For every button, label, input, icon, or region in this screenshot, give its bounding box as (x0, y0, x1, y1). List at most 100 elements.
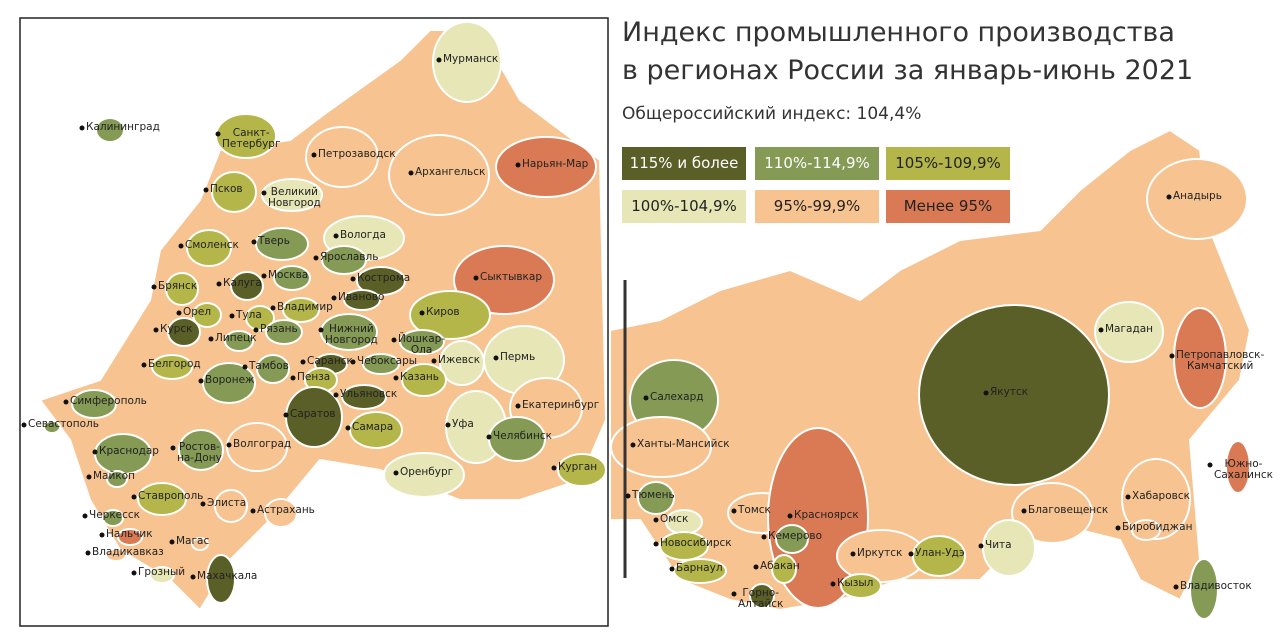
region (167, 317, 201, 347)
city-label: Казань (400, 371, 439, 383)
city-label: Великий Новгород (268, 186, 321, 209)
region (186, 229, 232, 267)
city-dot (643, 395, 649, 401)
city-label: Анадырь (1173, 190, 1222, 202)
region (261, 178, 323, 212)
city-dot (393, 375, 399, 381)
city-label: Архангельск (415, 166, 486, 178)
city-label: Тула (236, 309, 262, 321)
region (1225, 440, 1251, 494)
region (453, 245, 555, 315)
city-dot (350, 359, 356, 365)
region (102, 509, 124, 527)
inset-frame (19, 17, 609, 627)
region (265, 319, 303, 345)
region (409, 290, 491, 340)
legend-item: 110%-114,9% (755, 147, 879, 180)
city-label: Грозный (138, 566, 186, 578)
city-dot (761, 534, 767, 540)
city-label: Тюмень (632, 489, 675, 501)
city-dot (850, 551, 856, 557)
city-dot (515, 162, 521, 168)
city-dot (250, 508, 256, 514)
city-label: Краснодар (99, 445, 159, 457)
region (1189, 558, 1219, 620)
subtitle: Общероссийский индекс: 104,4% (622, 104, 922, 124)
region (1094, 301, 1164, 363)
region (282, 297, 320, 323)
city-label: Тамбов (249, 360, 289, 372)
city-label: Рязань (260, 323, 298, 335)
city-dot (630, 442, 636, 448)
city-dot (391, 337, 397, 343)
city-dot (419, 310, 425, 316)
region (105, 548, 127, 562)
city-label: Калининград (86, 121, 160, 133)
city-label: Астрахань (257, 504, 315, 516)
city-label: Махачкала (197, 570, 258, 582)
region (749, 583, 775, 609)
region (43, 420, 61, 434)
city-label: Черкесск (89, 509, 141, 521)
city-label: Барнаул (676, 562, 723, 574)
city-label: Хабаровск (1132, 490, 1190, 502)
region (775, 524, 809, 554)
city-dot (203, 187, 209, 193)
city-dot (1115, 525, 1121, 531)
city-dot (85, 550, 91, 556)
region (1011, 482, 1093, 544)
city-dot (333, 233, 339, 239)
legend-item: Менее 95% (886, 190, 1010, 223)
city-label: Ростов- на-Дону (177, 441, 222, 464)
city-dot (261, 190, 267, 196)
city-dot (908, 551, 914, 557)
region (255, 227, 309, 261)
city-dot (1207, 462, 1213, 468)
city-dot (486, 434, 492, 440)
city-label: Мурманск (443, 53, 499, 65)
region (343, 289, 381, 311)
city-label: Белгород (148, 358, 201, 370)
city-label: Салехард (650, 391, 704, 403)
region (557, 453, 607, 487)
region (432, 21, 502, 103)
legend-item: 95%-99,9% (755, 190, 879, 223)
city-dot (270, 305, 276, 311)
city-label: Майкоп (93, 470, 135, 482)
city-dot (176, 310, 182, 316)
city-dot (983, 390, 989, 396)
city-label: Петропавловск- Камчатский (1176, 349, 1265, 372)
region (771, 554, 797, 584)
region (264, 498, 298, 528)
city-dot (290, 375, 296, 381)
city-dot (99, 532, 105, 538)
legend-item: 115% и более (622, 147, 746, 180)
city-label: Ижевск (438, 354, 481, 366)
city-dot (131, 570, 137, 576)
city-label: Пермь (500, 351, 536, 363)
region (226, 422, 288, 472)
city-label: Севастополь (28, 418, 99, 430)
region (206, 554, 236, 604)
city-label: Ханты-Мансийск (637, 438, 730, 450)
city-label: Вологда (340, 229, 386, 241)
city-dot (131, 494, 137, 500)
city-dot (625, 493, 631, 499)
city-dot (242, 364, 248, 370)
city-dot (669, 566, 675, 572)
title: Индекс промышленного производства в реги… (622, 17, 1194, 86)
city-label: Саратов (290, 408, 336, 420)
city-dot (551, 465, 557, 471)
city-label: Красноярск (794, 509, 859, 521)
city-label: Пенза (297, 371, 331, 383)
city-label: Абакан (760, 560, 800, 572)
city-dot (226, 442, 232, 448)
city-dot (1173, 584, 1179, 590)
city-dot (753, 564, 759, 570)
region (356, 266, 406, 296)
city-dot (200, 501, 206, 507)
city-label: Волгоград (233, 438, 292, 450)
city-dot (63, 399, 69, 405)
city-label: Улан-Удэ (915, 547, 965, 559)
